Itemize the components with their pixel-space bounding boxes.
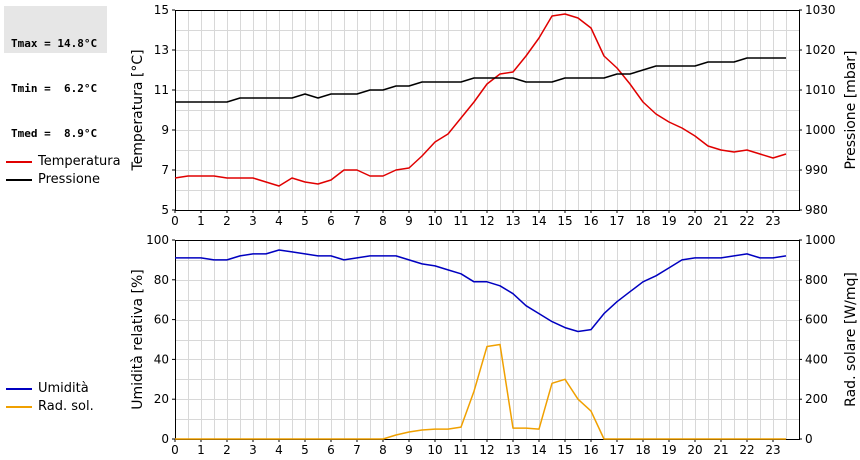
x-tick-label: 3 <box>249 443 257 457</box>
y-right-tick-label: 980 <box>805 203 828 217</box>
y-left-tick-label: 9 <box>161 123 169 137</box>
x-tick-label: 10 <box>427 443 442 457</box>
y-right-tick-label: 400 <box>805 352 828 366</box>
x-tick-label: 7 <box>353 214 361 228</box>
x-tick-label: 14 <box>531 443 546 457</box>
y-right-tick-label: 800 <box>805 273 828 287</box>
x-tick-label: 7 <box>353 443 361 457</box>
x-tick-label: 22 <box>739 214 754 228</box>
grid-top <box>175 10 799 210</box>
y-right-tick-label: 0 <box>805 432 813 446</box>
x-tick-label: 6 <box>327 443 335 457</box>
legend-label-radsol: Rad. sol. <box>38 399 94 414</box>
x-tick-label: 21 <box>713 214 728 228</box>
x-tick-label: 10 <box>427 214 442 228</box>
y-right-tick-label: 990 <box>805 163 828 177</box>
y-right-tick-label: 1010 <box>805 83 836 97</box>
x-tick-label: 4 <box>275 214 283 228</box>
x-tick-label: 14 <box>531 214 546 228</box>
chart-bottom: 0 1 2 3 4 5 6 7 8 9 10 11 12 13 14 15 16 17 18 19 20 21 22 2302… <box>130 233 859 457</box>
chart-top: 0 1 2 3 4 5 6 7 8 9 10 11 12 13 14 15 16 17 18 19 20 21 22 2357… <box>130 3 859 228</box>
x-tick-label: 0 <box>171 214 179 228</box>
stat-tmin: Tmin = 6.2°C <box>11 82 98 95</box>
y-right-tick-label: 200 <box>805 392 828 406</box>
y-left-tick-label: 13 <box>154 43 169 57</box>
y-left-tick-label: 7 <box>161 163 169 177</box>
series-line-temperatura <box>174 13 787 187</box>
x-tick-label: 12 <box>479 443 494 457</box>
x-tick-label: 5 <box>301 443 309 457</box>
x-tick-label: 4 <box>275 443 283 457</box>
x-tick-label: 15 <box>557 214 572 228</box>
y-left-tick-label: 5 <box>161 203 169 217</box>
series-line-rad-sol <box>175 343 786 440</box>
x-tick-label: 17 <box>609 214 624 228</box>
x-tick-label: 18 <box>635 214 650 228</box>
x-tick-label: 9 <box>405 443 413 457</box>
legend-label-pressione: Pressione <box>38 172 101 187</box>
x-tick-label: 1 <box>197 443 205 457</box>
y-left-axis-label: Temperatura [°C] <box>130 49 146 171</box>
y-right-tick-label: 1000 <box>805 123 836 137</box>
legend-swatch-temperatura <box>6 161 32 163</box>
x-tick-label: 2 <box>223 443 231 457</box>
x-tick-label: 16 <box>583 443 598 457</box>
y-left-tick-label: 100 <box>146 233 169 247</box>
x-tick-label: 0 <box>171 443 179 457</box>
x-tick-label: 23 <box>765 214 780 228</box>
stat-tmax: Tmax = 14.8°C <box>11 37 98 50</box>
legend-label-umidita: Umidità <box>38 381 89 396</box>
x-tick-label: 5 <box>301 214 309 228</box>
y-left-axis-label: Umidità relativa [%] <box>130 269 146 410</box>
legend-swatch-radsol <box>6 406 32 408</box>
y-right-axis-label: Pressione [mbar] <box>843 50 859 169</box>
y-left-tick-label: 15 <box>154 3 169 17</box>
y-right-tick-label: 1030 <box>805 3 836 17</box>
x-tick-label: 20 <box>687 214 702 228</box>
x-tick-label: 11 <box>453 443 468 457</box>
x-tick-label: 3 <box>249 214 257 228</box>
y-left-tick-label: 40 <box>154 352 169 366</box>
series-line-umidit <box>175 249 787 333</box>
x-tick-label: 11 <box>453 214 468 228</box>
x-tick-label: 9 <box>405 214 413 228</box>
x-tick-label: 12 <box>479 214 494 228</box>
y-right-tick-label: 600 <box>805 313 828 327</box>
legend-label-temperatura: Temperatura <box>38 154 121 169</box>
legend-swatch-umidita <box>6 388 32 390</box>
y-left-tick-label: 0 <box>161 432 169 446</box>
x-tick-label: 17 <box>609 443 624 457</box>
x-tick-label: 1 <box>197 214 205 228</box>
x-tick-label: 18 <box>635 443 650 457</box>
legend-swatch-pressione <box>6 179 32 181</box>
y-left-tick-label: 20 <box>154 392 169 406</box>
x-tick-label: 8 <box>379 443 387 457</box>
x-tick-label: 19 <box>661 214 676 228</box>
x-tick-label: 21 <box>713 443 728 457</box>
x-tick-label: 13 <box>505 443 520 457</box>
series-line-pressione <box>175 57 786 103</box>
x-tick-label: 15 <box>557 443 572 457</box>
y-left-tick-label: 60 <box>154 313 169 327</box>
y-right-axis-label: Rad. solare [W/mq] <box>843 272 859 407</box>
grid-bottom <box>175 240 799 439</box>
y-right-tick-label: 1000 <box>805 233 836 247</box>
x-tick-label: 13 <box>505 214 520 228</box>
x-tick-label: 20 <box>687 443 702 457</box>
y-left-tick-label: 80 <box>154 273 169 287</box>
stats-box: Tmax = 14.8°C Tmin = 6.2°C Tmed = 8.9°C <box>4 6 107 140</box>
x-tick-label: 22 <box>739 443 754 457</box>
y-right-tick-label: 1020 <box>805 43 836 57</box>
x-tick-label: 16 <box>583 214 598 228</box>
stat-tmed: Tmed = 8.9°C <box>11 127 98 140</box>
x-tick-label: 19 <box>661 443 676 457</box>
y-left-tick-label: 11 <box>154 83 169 97</box>
x-tick-label: 23 <box>765 443 780 457</box>
x-tick-label: 6 <box>327 214 335 228</box>
x-tick-label: 8 <box>379 214 387 228</box>
x-tick-label: 2 <box>223 214 231 228</box>
